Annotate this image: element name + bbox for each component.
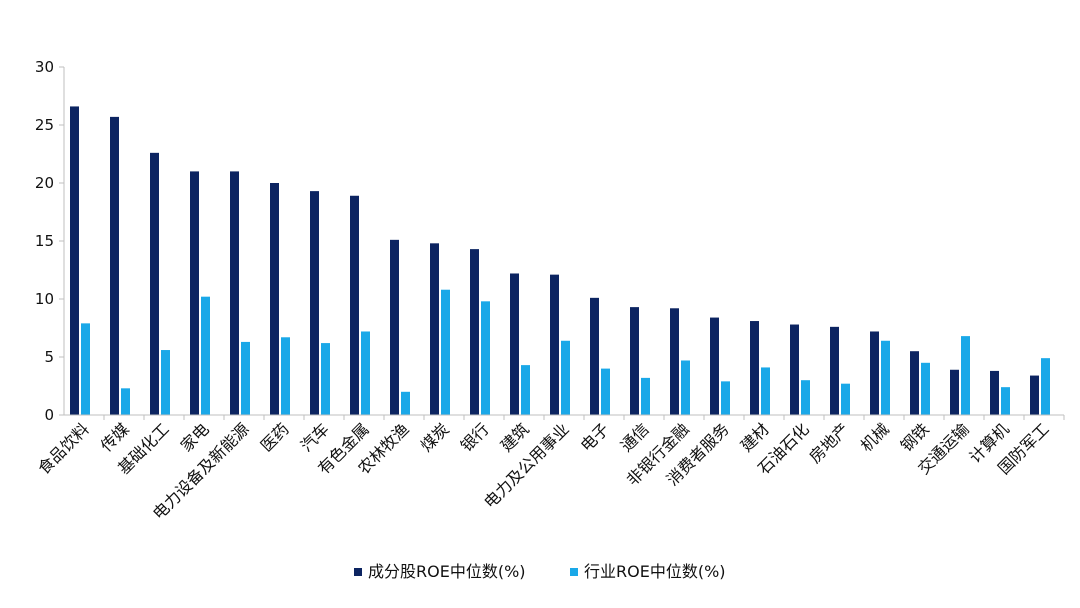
bar-constituent-18	[790, 324, 799, 415]
bar-industry-18	[801, 380, 810, 415]
bar-industry-23	[1001, 387, 1010, 415]
bar-constituent-13	[590, 297, 599, 415]
bar-industry-19	[841, 383, 850, 415]
bar-constituent-17	[750, 321, 759, 415]
x-tick-label: 银行	[457, 419, 493, 455]
bar-industry-4	[241, 341, 250, 415]
bar-constituent-1	[110, 116, 119, 415]
bar-industry-13	[601, 368, 610, 415]
bar-industry-8	[401, 391, 410, 415]
x-tick-label: 机械	[857, 419, 893, 455]
legend-swatch-industry	[570, 568, 578, 576]
bar-industry-0	[81, 323, 90, 415]
bar-constituent-21	[910, 351, 919, 415]
y-tick-label: 30	[35, 58, 54, 76]
x-tick-label: 房地产	[805, 419, 852, 466]
y-tick-label: 10	[35, 290, 54, 308]
bar-industry-2	[161, 350, 170, 415]
bar-industry-20	[881, 340, 890, 415]
legend: 成分股ROE中位数(%) 行业ROE中位数(%)	[354, 562, 726, 581]
legend-label-industry: 行业ROE中位数(%)	[584, 562, 726, 581]
bars	[70, 106, 1050, 415]
bar-industry-9	[441, 289, 450, 415]
bar-industry-15	[681, 360, 690, 415]
bar-constituent-0	[70, 106, 79, 415]
bar-constituent-2	[150, 152, 159, 415]
legend-swatch-constituent	[354, 568, 362, 576]
x-tick-label: 电子	[577, 419, 613, 455]
y-tick-label: 0	[44, 406, 54, 424]
bar-constituent-15	[670, 308, 679, 415]
bar-constituent-20	[870, 331, 879, 415]
bar-constituent-23	[990, 370, 999, 415]
bar-industry-24	[1041, 358, 1050, 415]
legend-label-constituent: 成分股ROE中位数(%)	[368, 562, 526, 581]
y-tick-label: 5	[44, 348, 54, 366]
bar-industry-10	[481, 301, 490, 415]
bar-industry-21	[921, 362, 930, 415]
bar-industry-6	[321, 343, 330, 415]
bar-industry-5	[281, 337, 290, 415]
bar-industry-12	[561, 340, 570, 415]
bar-constituent-7	[350, 195, 359, 415]
bar-constituent-24	[1030, 375, 1039, 415]
bar-constituent-11	[510, 273, 519, 415]
bar-industry-17	[761, 367, 770, 415]
bar-constituent-6	[310, 191, 319, 415]
x-tick-label: 医药	[257, 419, 293, 455]
bar-industry-7	[361, 331, 370, 415]
bar-constituent-3	[190, 171, 199, 415]
bar-constituent-19	[830, 326, 839, 415]
bar-constituent-10	[470, 249, 479, 415]
bar-industry-14	[641, 377, 650, 415]
y-tick-label: 15	[35, 232, 54, 250]
x-tick-label: 煤炭	[417, 419, 453, 455]
y-tick-label: 25	[35, 116, 54, 134]
y-axis: 0 5 10 15 20 25 30	[35, 58, 65, 424]
bar-constituent-4	[230, 171, 239, 415]
bar-industry-3	[201, 296, 210, 415]
y-tick-label: 20	[35, 174, 54, 192]
bar-industry-22	[961, 336, 970, 415]
x-tick-label: 食品饮料	[34, 419, 93, 478]
bar-constituent-12	[550, 274, 559, 415]
bar-constituent-9	[430, 243, 439, 415]
bar-constituent-5	[270, 183, 279, 415]
bar-constituent-14	[630, 307, 639, 415]
bar-constituent-22	[950, 369, 959, 415]
bar-industry-16	[721, 381, 730, 415]
bar-industry-11	[521, 365, 530, 415]
bar-industry-1	[121, 388, 130, 415]
bar-constituent-8	[390, 239, 399, 415]
bar-constituent-16	[710, 317, 719, 415]
